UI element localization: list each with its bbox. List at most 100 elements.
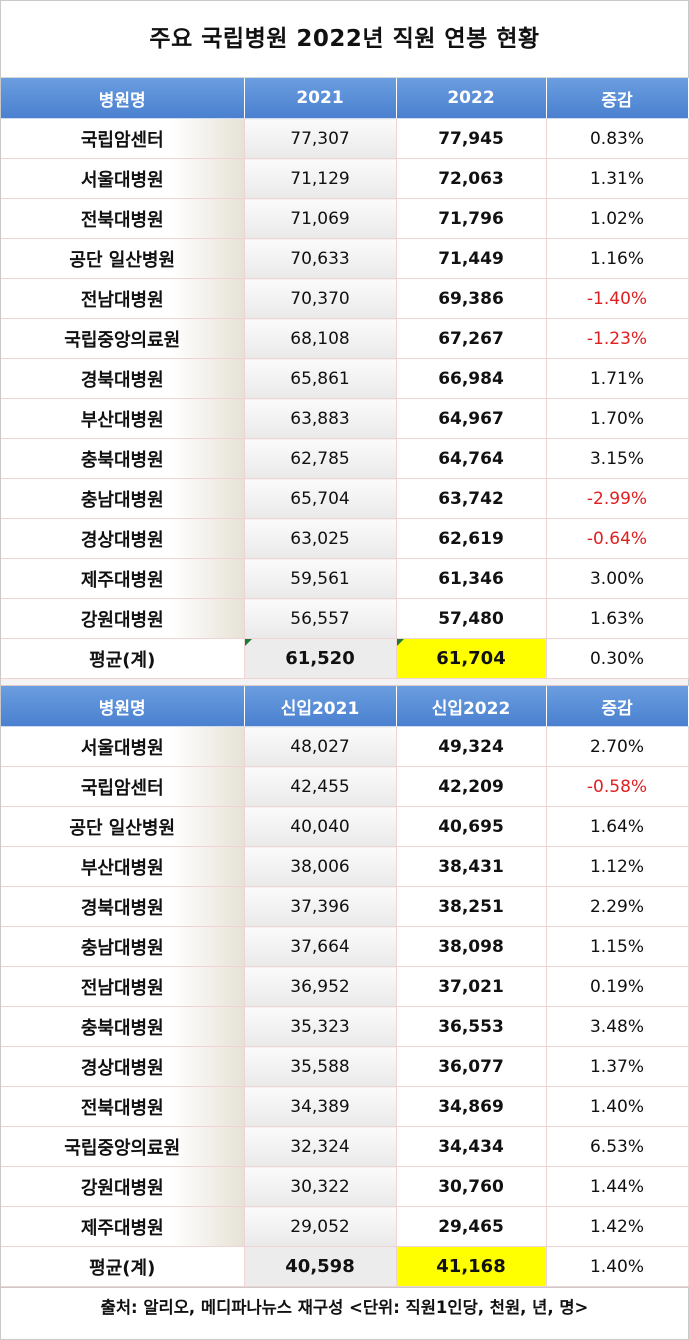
- hospital-name-cell: 국립암센터: [1, 766, 245, 807]
- change-cell: 1.02%: [546, 198, 689, 239]
- hospital-name-cell: 국립중앙의료원: [1, 318, 245, 359]
- change-cell: 3.15%: [546, 438, 689, 479]
- change-cell: 0.19%: [546, 966, 689, 1007]
- hospital-name-cell: 공단 일산병원: [1, 238, 245, 279]
- new-hire-table: 병원명 신입2021 신입2022 증감 서울대병원 48,027 49,324 2.…: [1, 686, 689, 1287]
- hospital-name-cell: 제주대병원: [1, 558, 245, 599]
- value-2021-cell: 29,052: [244, 1206, 397, 1247]
- hospital-name-cell: 경북대병원: [1, 358, 245, 399]
- table-row: 충북대병원 35,323 36,553 3.48%: [1, 1006, 689, 1047]
- value-2021-cell: 62,785: [244, 438, 397, 479]
- change-cell: -0.58%: [546, 766, 689, 807]
- change-cell: 1.12%: [546, 846, 689, 887]
- table-row: 국립암센터 77,307 77,945 0.83%: [1, 118, 689, 159]
- source-note: 출처: 알리오, 메디파나뉴스 재구성 <단위: 직원1인당, 천원, 년, 명…: [1, 1287, 688, 1328]
- value-2022-cell: 57,480: [396, 598, 547, 639]
- value-2022-cell: 49,324: [396, 726, 547, 767]
- change-cell: 2.70%: [546, 726, 689, 767]
- hospital-name-cell: 부산대병원: [1, 846, 245, 887]
- average-change-cell: 0.30%: [546, 638, 689, 679]
- value-2022-cell: 69,386: [396, 278, 547, 319]
- value-2022-cell: 34,434: [396, 1126, 547, 1167]
- value-2021-cell: 35,323: [244, 1006, 397, 1047]
- table-row: 경상대병원 35,588 36,077 1.37%: [1, 1046, 689, 1087]
- table-row: 부산대병원 38,006 38,431 1.12%: [1, 846, 689, 887]
- value-2021-cell: 35,588: [244, 1046, 397, 1087]
- table-row: 서울대병원 71,129 72,063 1.31%: [1, 158, 689, 199]
- value-2021-cell: 70,370: [244, 278, 397, 319]
- value-2021-cell: 37,396: [244, 886, 397, 927]
- value-2022-cell: 30,760: [396, 1166, 547, 1207]
- table-row: 충남대병원 65,704 63,742 -2.99%: [1, 478, 689, 519]
- hospital-name-cell: 충북대병원: [1, 438, 245, 479]
- column-header-new-2022: 신입2022: [396, 686, 547, 727]
- column-header-change: 증감: [546, 78, 689, 119]
- cell-note-marker-icon: [244, 639, 252, 646]
- change-cell: 1.42%: [546, 1206, 689, 1247]
- value-2022-cell: 36,077: [396, 1046, 547, 1087]
- cell-note-marker-icon: [396, 639, 404, 646]
- value-2022-cell: 42,209: [396, 766, 547, 807]
- change-cell: 1.70%: [546, 398, 689, 439]
- change-cell: 3.48%: [546, 1006, 689, 1047]
- average-label-cell: 평균(계): [1, 1246, 245, 1287]
- change-cell: 1.16%: [546, 238, 689, 279]
- hospital-name-cell: 경북대병원: [1, 886, 245, 927]
- value-2022-cell: 61,346: [396, 558, 547, 599]
- table-row: 부산대병원 63,883 64,967 1.70%: [1, 398, 689, 439]
- change-cell: 2.29%: [546, 886, 689, 927]
- table-row: 국립암센터 42,455 42,209 -0.58%: [1, 766, 689, 807]
- hospital-name-cell: 서울대병원: [1, 726, 245, 767]
- hospital-name-cell: 전남대병원: [1, 966, 245, 1007]
- average-2021-cell: 61,520: [244, 638, 397, 679]
- value-2022-cell: 38,431: [396, 846, 547, 887]
- table-row: 국립중앙의료원 32,324 34,434 6.53%: [1, 1126, 689, 1167]
- hospital-name-cell: 국립암센터: [1, 118, 245, 159]
- average-row: 평균(계) 61,520 61,704 0.30%: [1, 638, 689, 679]
- value-2022-cell: 67,267: [396, 318, 547, 359]
- value-2021-cell: 37,664: [244, 926, 397, 967]
- value-2022-cell: 72,063: [396, 158, 547, 199]
- column-header-2021: 2021: [244, 78, 397, 119]
- value-2022-cell: 36,553: [396, 1006, 547, 1047]
- value-2021-cell: 48,027: [244, 726, 397, 767]
- table-row: 전남대병원 36,952 37,021 0.19%: [1, 966, 689, 1007]
- change-cell: 3.00%: [546, 558, 689, 599]
- value-2022-cell: 62,619: [396, 518, 547, 559]
- table-row: 전남대병원 70,370 69,386 -1.40%: [1, 278, 689, 319]
- value-2021-cell: 70,633: [244, 238, 397, 279]
- table-row: 강원대병원 30,322 30,760 1.44%: [1, 1166, 689, 1207]
- column-header-change: 증감: [546, 686, 689, 727]
- change-cell: 1.15%: [546, 926, 689, 967]
- average-2022-cell: 61,704: [396, 638, 547, 679]
- value-2021-cell: 77,307: [244, 118, 397, 159]
- table-header-row: 병원명 2021 2022 증감: [1, 78, 689, 119]
- table-row: 경북대병원 37,396 38,251 2.29%: [1, 886, 689, 927]
- value-2022-cell: 38,251: [396, 886, 547, 927]
- change-cell: -0.64%: [546, 518, 689, 559]
- value-2022-cell: 71,449: [396, 238, 547, 279]
- value-2022-cell: 64,967: [396, 398, 547, 439]
- hospital-name-cell: 강원대병원: [1, 1166, 245, 1207]
- value-2022-cell: 64,764: [396, 438, 547, 479]
- value-2021-cell: 56,557: [244, 598, 397, 639]
- change-cell: 1.64%: [546, 806, 689, 847]
- table-row: 충북대병원 62,785 64,764 3.15%: [1, 438, 689, 479]
- hospital-name-cell: 전북대병원: [1, 198, 245, 239]
- change-cell: 1.37%: [546, 1046, 689, 1087]
- page-title: 주요 국립병원 2022년 직원 연봉 현황: [1, 1, 688, 78]
- value-2021-cell: 40,040: [244, 806, 397, 847]
- table-row: 경상대병원 63,025 62,619 -0.64%: [1, 518, 689, 559]
- value-2022-cell: 34,869: [396, 1086, 547, 1127]
- table-row: 공단 일산병원 40,040 40,695 1.64%: [1, 806, 689, 847]
- hospital-name-cell: 부산대병원: [1, 398, 245, 439]
- salary-table: 병원명 2021 2022 증감 국립암센터 77,307 77,945 0.83% 서…: [1, 78, 689, 679]
- change-cell: -1.23%: [546, 318, 689, 359]
- value-2021-cell: 42,455: [244, 766, 397, 807]
- hospital-name-cell: 전남대병원: [1, 278, 245, 319]
- value-2022-cell: 63,742: [396, 478, 547, 519]
- value-2022-cell: 66,984: [396, 358, 547, 399]
- value-2021-cell: 63,025: [244, 518, 397, 559]
- value-2021-cell: 65,861: [244, 358, 397, 399]
